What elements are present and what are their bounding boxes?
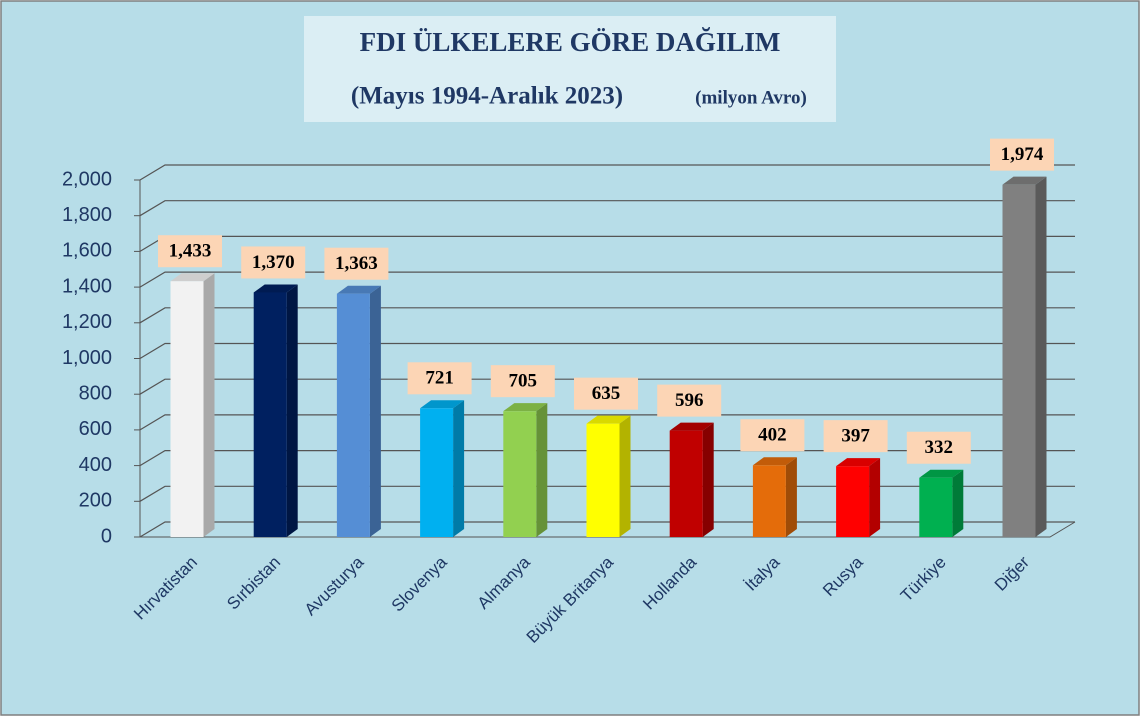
bar-top bbox=[170, 273, 215, 282]
y-tick-label: 1,200 bbox=[62, 311, 112, 333]
value-label-box bbox=[324, 247, 389, 280]
bar bbox=[919, 477, 953, 537]
bar-top bbox=[420, 400, 465, 409]
bar-top bbox=[1002, 176, 1047, 185]
bar-side bbox=[702, 422, 714, 537]
y-tick-label: 1,000 bbox=[62, 347, 112, 369]
bar-top bbox=[253, 284, 298, 293]
value-label: 635 bbox=[592, 383, 621, 404]
y-tick-label: 400 bbox=[79, 454, 112, 476]
value-label: 721 bbox=[425, 368, 454, 389]
y-tick-label: 1,400 bbox=[62, 275, 112, 297]
value-label-box bbox=[823, 420, 888, 453]
bar-side bbox=[869, 458, 881, 537]
chart-title: FDI ÜLKELERE GÖRE DAĞILIM bbox=[360, 27, 781, 57]
bar bbox=[669, 430, 703, 537]
bar bbox=[170, 281, 204, 537]
y-tick-label: 0 bbox=[101, 525, 112, 547]
value-label: 705 bbox=[509, 371, 538, 392]
y-tick-label: 2,000 bbox=[62, 168, 112, 190]
value-label-box bbox=[990, 138, 1054, 171]
value-label-box bbox=[490, 365, 555, 398]
y-tick-label: 800 bbox=[79, 382, 112, 404]
bar-top bbox=[586, 415, 631, 424]
bar-top bbox=[669, 422, 714, 431]
value-label-box bbox=[906, 431, 971, 464]
value-label: 1,363 bbox=[335, 253, 378, 274]
bar-side bbox=[785, 457, 797, 537]
chart-subtitle: (Mayıs 1994-Aralık 2023) bbox=[351, 83, 623, 110]
bar-top bbox=[919, 469, 964, 478]
value-label-box bbox=[407, 362, 472, 395]
y-tick-label: 600 bbox=[79, 418, 112, 440]
y-tick-label: 200 bbox=[79, 490, 112, 512]
bar bbox=[752, 465, 786, 537]
grid-line bbox=[139, 378, 1075, 395]
bar-side bbox=[203, 273, 215, 537]
grid-line bbox=[139, 307, 1075, 324]
value-label: 402 bbox=[758, 425, 787, 446]
bar-side bbox=[453, 400, 465, 537]
bar-top bbox=[836, 458, 881, 467]
bar-side bbox=[1035, 176, 1047, 538]
title-box bbox=[304, 16, 836, 122]
value-label-box bbox=[574, 377, 638, 410]
grid-line bbox=[139, 164, 1075, 181]
bar bbox=[836, 466, 870, 537]
bar bbox=[503, 411, 537, 537]
bar-top bbox=[503, 403, 548, 412]
bar-side bbox=[369, 285, 381, 537]
value-label-box bbox=[241, 246, 306, 279]
y-tick-label: 1,600 bbox=[62, 240, 112, 262]
value-label-box bbox=[740, 419, 805, 452]
bar-side bbox=[536, 403, 548, 537]
bar-top bbox=[752, 457, 797, 466]
bar bbox=[420, 408, 454, 537]
y-tick-label: 1,800 bbox=[62, 204, 112, 226]
value-label: 1,974 bbox=[1001, 144, 1044, 165]
grid-line bbox=[139, 414, 1075, 431]
value-label: 332 bbox=[925, 437, 954, 458]
bar-side bbox=[952, 469, 964, 537]
bar-top bbox=[336, 285, 381, 294]
value-label: 596 bbox=[675, 390, 704, 411]
grid-line bbox=[139, 342, 1075, 360]
bar bbox=[253, 292, 287, 537]
bar bbox=[586, 423, 620, 537]
grid-line bbox=[139, 271, 1075, 288]
bar-side bbox=[619, 415, 631, 537]
unit-label: (milyon Avro) bbox=[695, 87, 807, 108]
bar-side bbox=[286, 284, 298, 537]
value-label-box bbox=[657, 384, 722, 417]
value-label: 1,370 bbox=[252, 252, 295, 273]
grid-line bbox=[139, 200, 1075, 217]
value-label-box bbox=[158, 235, 222, 268]
value-label: 397 bbox=[841, 425, 870, 446]
value-label: 1,433 bbox=[169, 241, 212, 262]
bar bbox=[336, 293, 370, 537]
bar bbox=[1002, 184, 1036, 538]
